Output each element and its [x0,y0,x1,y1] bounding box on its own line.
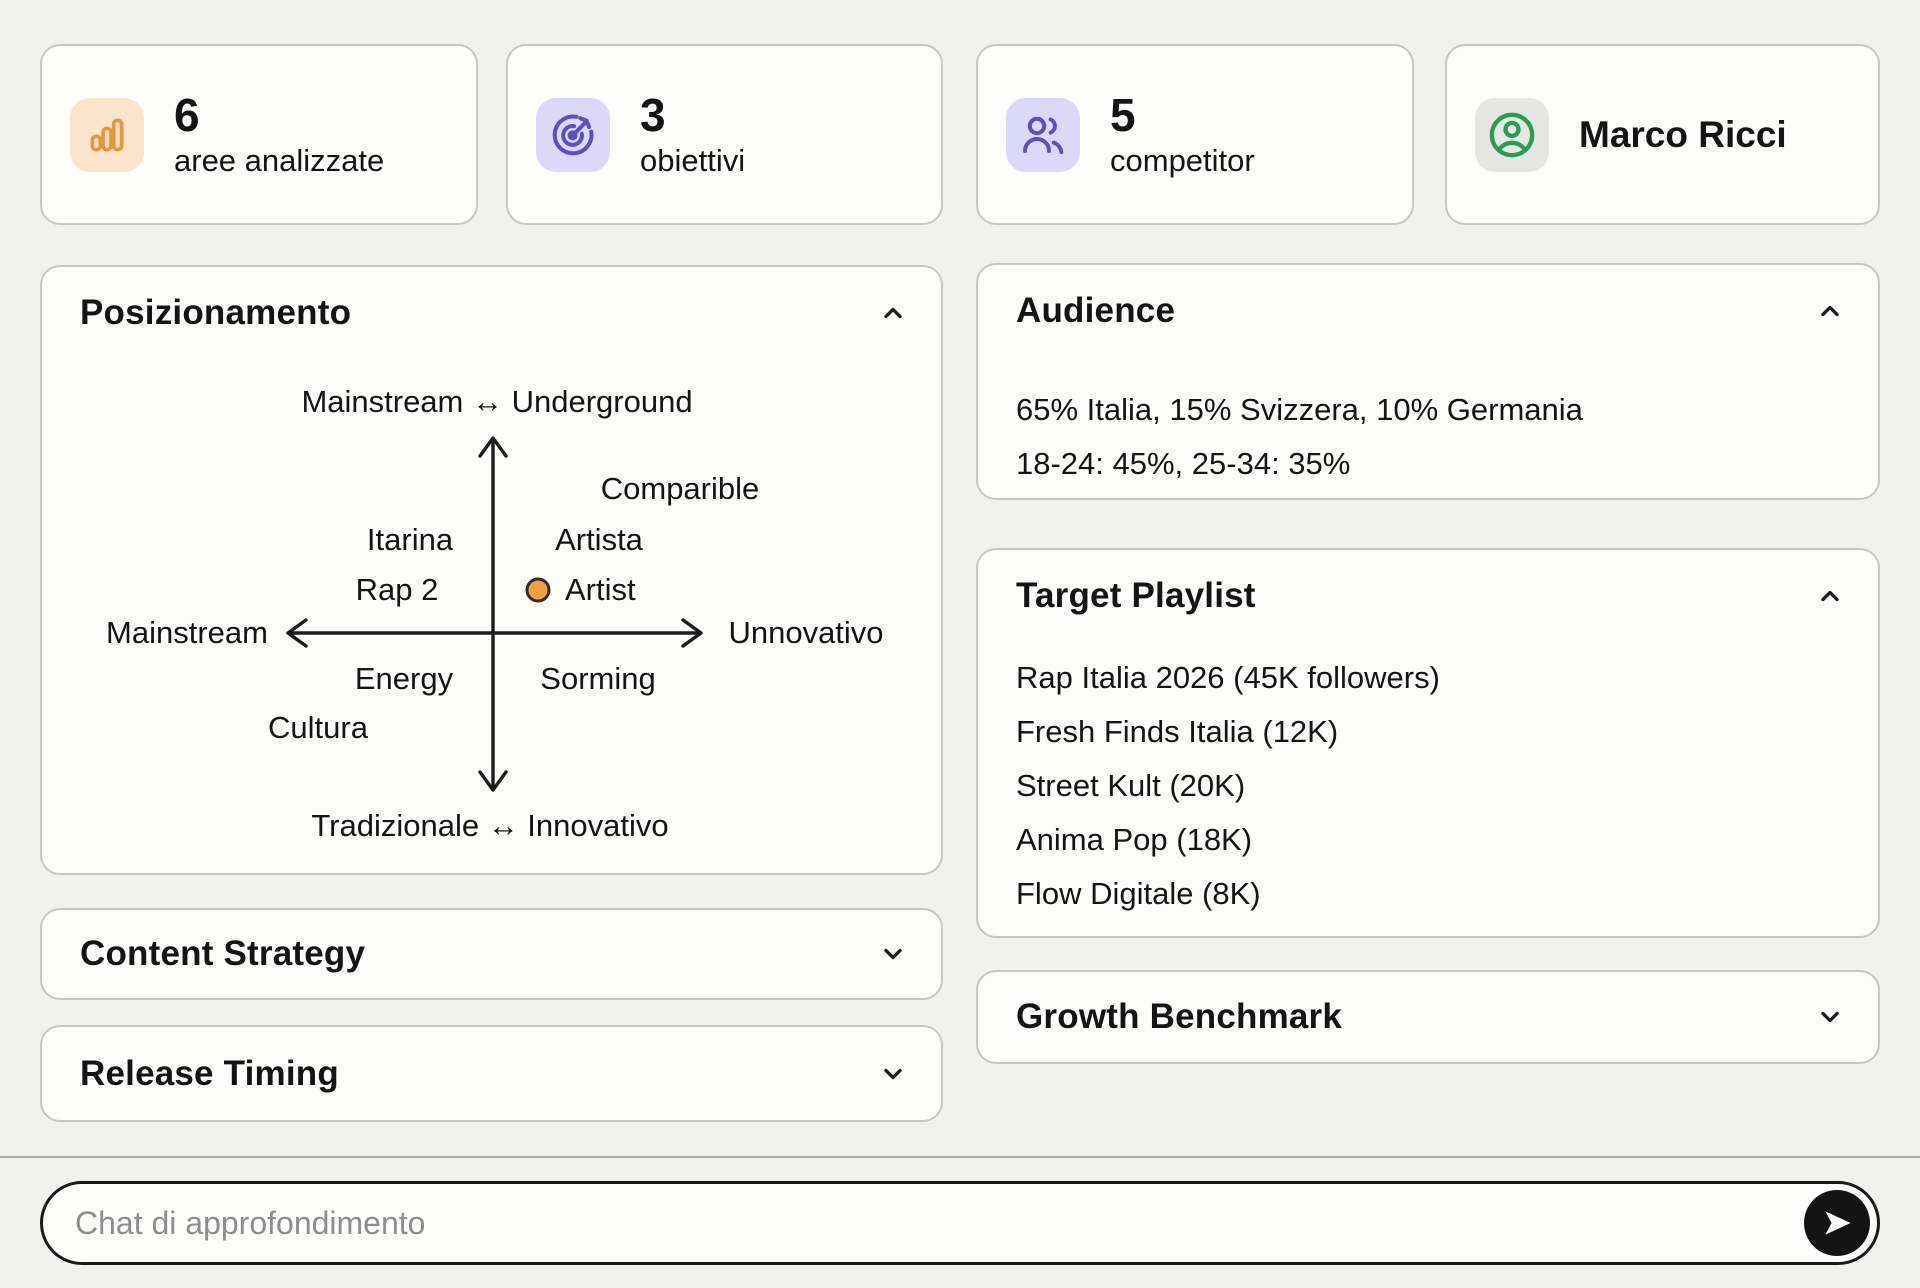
quadrant-label-energy: Energy [354,661,454,696]
axis-bottom-label: Tradizionale ↔ Innovativo [311,808,669,843]
send-icon [1818,1204,1856,1242]
chat-divider [0,1156,1920,1158]
chat-bar [40,1181,1880,1265]
stat-card-competitors: 5 competitor [976,44,1414,225]
stat-objectives-label: obiettivi [640,142,746,178]
playlist-item: Rap Italia 2026 (45K followers) [1016,660,1440,695]
audience-content: 65% Italia, 15% Svizzera, 10% Germania 1… [1016,383,1840,491]
stat-areas-label: aree analizzate [174,142,385,178]
stat-competitors-text: 5 competitor [1110,88,1255,179]
positioning-header[interactable]: Posizionamento [42,267,941,333]
content-strategy-header[interactable]: Content Strategy [42,910,941,998]
quadrant-label-comparible: Comparible [600,471,760,506]
audience-header[interactable]: Audience [978,265,1878,331]
release-timing-card: Release Timing [40,1025,943,1122]
chevron-down-icon[interactable] [1812,999,1848,1035]
chat-input[interactable] [73,1203,1804,1243]
growth-benchmark-card: Growth Benchmark [976,970,1880,1064]
axis-right-label: Unnovativo [728,615,884,650]
stat-areas-text: 6 aree analizzate [174,88,385,179]
release-timing-header[interactable]: Release Timing [42,1027,941,1120]
target-playlist-title: Target Playlist [1016,576,1256,615]
stat-competitors-value: 5 [1110,88,1136,141]
stat-competitors-label: competitor [1110,142,1255,178]
content-strategy-card: Content Strategy [40,908,943,1000]
chevron-up-icon[interactable] [875,295,911,331]
growth-benchmark-title: Growth Benchmark [1016,997,1343,1036]
positioning-card: Posizionamento Mainstream ↔ Underground … [40,265,943,875]
axis-left-label: Mainstream [106,615,268,650]
chevron-up-icon[interactable] [1812,293,1848,329]
target-playlist-card: Target Playlist Rap Italia 2026 (45K fol… [976,548,1880,938]
users-icon [1006,97,1080,172]
quadrant-label-rap2: Rap 2 [355,572,439,607]
positioning-title: Posizionamento [80,293,352,332]
stat-card-objectives: 3 obiettivi [506,44,943,225]
playlist-item: Street Kult (20K) [1016,768,1246,803]
bar-chart-icon [70,97,144,172]
audience-title: Audience [1016,291,1176,330]
positioning-quadrant-chart: Mainstream ↔ Underground Tradizionale ↔ … [42,267,941,873]
chevron-up-icon[interactable] [1812,578,1848,614]
quadrant-label-cultura: Cultura [268,710,368,745]
quadrant-label-itarina: Itarina [366,522,454,557]
playlist-item: Flow Digitale (8K) [1016,876,1261,911]
user-circle-icon [1475,97,1549,172]
playlist-item: Anima Pop (18K) [1016,822,1253,857]
axis-top-label: Mainstream ↔ Underground [301,384,693,419]
artist-name: Marco Ricci [1579,113,1787,155]
stat-card-areas: 6 aree analizzate [40,44,478,225]
target-playlist-header[interactable]: Target Playlist [978,550,1878,616]
content-strategy-title: Content Strategy [80,934,366,973]
growth-benchmark-header[interactable]: Growth Benchmark [978,972,1878,1062]
quadrant-label-sorming: Sorming [540,661,656,696]
stat-areas-value: 6 [174,88,200,141]
send-button[interactable] [1804,1190,1870,1256]
audience-age-line: 18-24: 45%, 25-34: 35% [1016,446,1351,481]
stat-objectives-text: 3 obiettivi [640,88,746,179]
chevron-down-icon[interactable] [875,1056,911,1092]
chevron-down-icon[interactable] [875,936,911,972]
quadrant-label-artista: Artista [555,522,643,557]
release-timing-title: Release Timing [80,1053,339,1093]
artist-data-point [525,577,551,603]
playlist-item: Fresh Finds Italia (12K) [1016,714,1339,749]
playlist-list: Rap Italia 2026 (45K followers) Fresh Fi… [1016,651,1840,921]
audience-geo-line: 65% Italia, 15% Svizzera, 10% Germania [1016,392,1583,427]
audience-card: Audience 65% Italia, 15% Svizzera, 10% G… [976,263,1880,500]
stat-card-artist: Marco Ricci [1445,44,1880,225]
target-icon [536,97,610,172]
quadrant-axes [286,436,703,792]
stat-objectives-value: 3 [640,88,666,141]
artist-point-label: Artist [565,572,636,607]
